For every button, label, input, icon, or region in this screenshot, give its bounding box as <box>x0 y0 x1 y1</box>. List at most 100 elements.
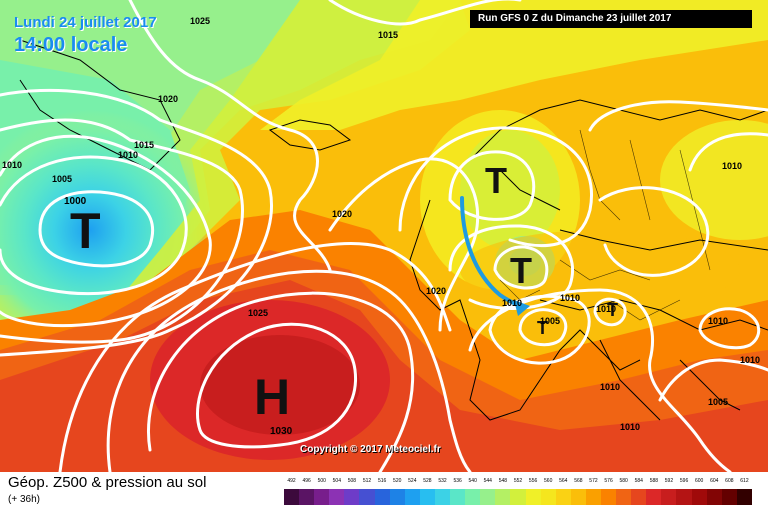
legend-value: 524 <box>408 478 417 484</box>
isobar-label: 1025 <box>248 308 269 318</box>
isobar-label: 1010 <box>502 298 523 308</box>
legend-swatch <box>419 489 435 505</box>
legend-swatch <box>374 489 390 505</box>
legend-value: 608 <box>725 478 734 484</box>
legend-value: 508 <box>347 478 357 484</box>
forecast-date: Lundi 24 juillet 2017 <box>14 14 157 31</box>
copyright-text: Copyright © 2017 Meteociel.fr <box>300 444 441 455</box>
legend-swatch <box>661 489 677 505</box>
legend-value: 492 <box>287 478 296 484</box>
isobar-label: 1015 <box>134 140 155 150</box>
isobar-label: 1010 <box>2 160 23 170</box>
legend-swatch <box>434 489 451 505</box>
isobar-label: 1010 <box>560 293 581 303</box>
isobar-label: 1005 <box>708 397 729 407</box>
isobar-label: 1015 <box>378 30 399 40</box>
legend-swatch <box>616 489 632 505</box>
legend-swatch <box>314 489 330 505</box>
legend-value: 532 <box>438 478 447 484</box>
legend-swatch <box>646 489 662 505</box>
legend-value: 556 <box>528 478 538 484</box>
high-pressure-value: 1030 <box>270 426 293 437</box>
legend-swatch <box>284 489 300 505</box>
legend-swatch <box>736 489 752 505</box>
low-pressure-symbol: T <box>485 160 507 201</box>
legend-swatch <box>631 489 647 505</box>
legend-value: 576 <box>604 478 613 484</box>
map-title: Géop. Z500 & pression au sol <box>8 474 207 491</box>
legend-value: 516 <box>377 478 387 484</box>
isobar-label: 1010 <box>620 422 641 432</box>
legend-value: 548 <box>498 478 508 484</box>
legend-swatch <box>691 489 707 505</box>
low-pressure-symbol: T <box>510 250 532 291</box>
legend-swatch <box>359 489 375 505</box>
legend-value: 504 <box>332 478 341 484</box>
legend-value: 500 <box>317 478 326 484</box>
isobar-label: 1010 <box>118 150 139 160</box>
legend-value: 528 <box>423 478 432 484</box>
legend-value: 544 <box>483 478 492 484</box>
isobar-label: 1010 <box>708 316 729 326</box>
legend-value: 600 <box>694 478 704 484</box>
isobar-label: 1010 <box>722 161 743 171</box>
isobar-label: 1020 <box>332 209 353 219</box>
legend-swatch <box>329 489 345 505</box>
legend-swatch <box>510 489 526 505</box>
legend-value: 512 <box>362 478 372 484</box>
low-pressure-symbol: T <box>70 203 101 259</box>
legend-swatch <box>344 489 360 505</box>
legend-value: 552 <box>513 478 523 484</box>
legend-swatch <box>495 489 511 505</box>
legend-swatch <box>570 489 586 505</box>
legend-value: 592 <box>664 478 674 484</box>
legend-swatch <box>299 489 315 505</box>
legend-swatch <box>600 489 617 505</box>
legend-swatch <box>404 489 420 505</box>
legend-value: 540 <box>468 478 477 484</box>
legend-swatch <box>450 489 466 505</box>
legend-value: 560 <box>544 478 553 484</box>
legend-swatch <box>389 489 405 505</box>
isobar-label: 1020 <box>158 94 179 104</box>
legend-swatch <box>676 489 692 505</box>
isobar-label: 1025 <box>190 16 211 26</box>
high-pressure-symbol: H <box>254 369 291 425</box>
legend-swatch <box>465 489 481 505</box>
legend-swatch <box>525 489 541 505</box>
legend-swatch <box>540 489 556 505</box>
weather-map <box>0 0 768 472</box>
legend-value: 580 <box>619 478 628 484</box>
legend-swatch <box>721 489 737 505</box>
legend-value: 584 <box>634 478 643 484</box>
isobar-label: 1005 <box>52 174 73 184</box>
map-footer: Géop. Z500 & pression au sol (+ 36h) 492… <box>0 472 768 512</box>
isobar-label: 1005 <box>540 316 561 326</box>
legend-swatch <box>480 489 496 505</box>
legend-swatch <box>555 489 571 505</box>
legend-value: 564 <box>559 478 568 484</box>
isobar-label: 1010 <box>600 382 621 392</box>
legend-swatch <box>585 489 601 505</box>
legend-value: 572 <box>589 478 598 484</box>
forecast-time: 14:00 locale <box>14 34 128 56</box>
isobar-label: 1020 <box>426 286 447 296</box>
legend-value: 568 <box>574 478 583 484</box>
legend-value: 588 <box>649 478 659 484</box>
legend-values: 492 496 500 504 508 512 516 520 524 528 532 536 540 5… <box>284 478 752 488</box>
isobar-label: 1010 <box>740 355 761 365</box>
legend-swatch <box>706 489 722 505</box>
legend-value: 520 <box>393 478 402 484</box>
run-info-bar: Run GFS 0 Z du Dimanche 23 juillet 2017 <box>470 10 752 28</box>
isobar-label: 1010 <box>596 304 617 314</box>
legend-value: 536 <box>453 478 462 484</box>
low-pressure-symbol: T <box>537 318 548 338</box>
low-pressure-value: 1000 <box>64 196 87 207</box>
forecast-offset: (+ 36h) <box>8 494 40 505</box>
color-legend <box>284 489 752 505</box>
legend-value: 496 <box>302 478 311 484</box>
legend-value: 612 <box>740 478 749 484</box>
legend-value: 596 <box>679 478 689 484</box>
legend-value: 604 <box>710 478 719 484</box>
low-pressure-symbol: T <box>607 300 618 320</box>
